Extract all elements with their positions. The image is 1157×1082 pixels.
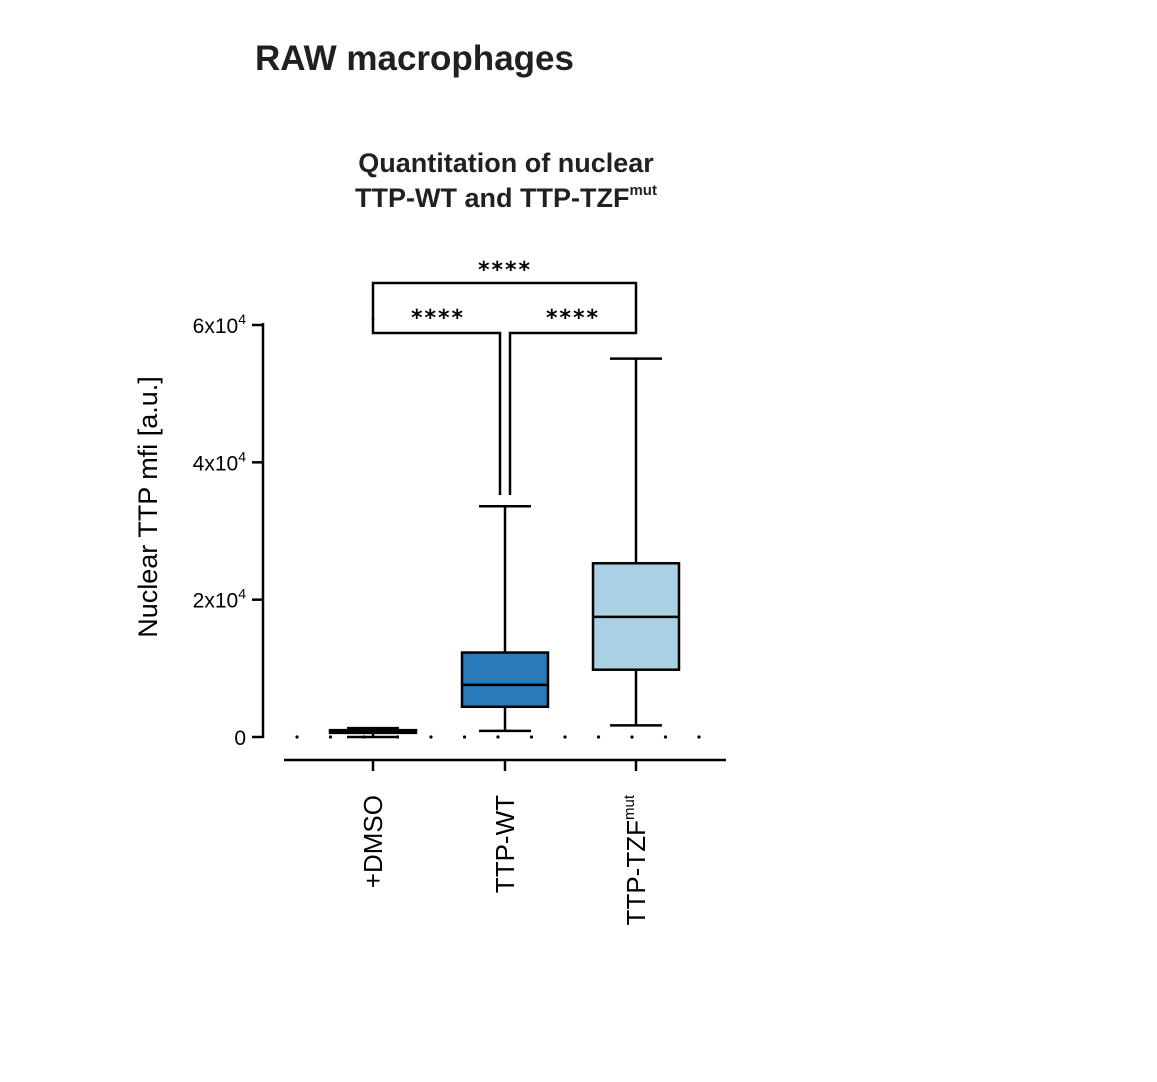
zero-dot bbox=[529, 735, 534, 739]
zero-dot bbox=[663, 735, 668, 739]
zero-dot bbox=[295, 735, 299, 739]
x-category-label: TTP-TZFmut bbox=[621, 794, 651, 925]
box-3 bbox=[591, 357, 681, 727]
zero-dot bbox=[429, 735, 433, 739]
significance-brackets: **** **** **** bbox=[371, 258, 638, 495]
significance-label: **** bbox=[546, 306, 600, 331]
y-axis-label: Nuclear TTP mfi [a.u.] bbox=[133, 376, 163, 638]
significance-label: **** bbox=[411, 306, 465, 331]
x-category-labels: +DMSO TTP-WT TTP-TZFmut bbox=[358, 760, 651, 925]
significance-bracket bbox=[371, 318, 502, 495]
chart-title-line2: TTP-WT and TTP-TZFmut bbox=[355, 182, 657, 213]
zero-dot bbox=[462, 735, 467, 739]
chart-title-line2-sup: mut bbox=[629, 182, 657, 199]
y-ticks: 0 2x104 4x104 6x104 bbox=[193, 311, 263, 750]
zero-dot bbox=[328, 735, 333, 739]
box-iqr bbox=[460, 651, 550, 709]
chart-title-line2-main: TTP-WT and TTP-TZF bbox=[355, 183, 629, 213]
box-2 bbox=[460, 505, 550, 733]
chart-title-line1: Quantitation of nuclear bbox=[358, 148, 654, 178]
zero-dot bbox=[596, 735, 601, 739]
zero-dot bbox=[630, 735, 634, 739]
box-plots bbox=[328, 357, 681, 739]
zero-dot bbox=[697, 735, 701, 739]
y-tick-label: 6x104 bbox=[193, 311, 247, 338]
y-tick-label: 0 bbox=[234, 727, 246, 750]
significance-label: **** bbox=[478, 258, 532, 283]
x-category-label: +DMSO bbox=[358, 795, 388, 888]
x-category-label: TTP-WT bbox=[490, 795, 520, 893]
y-tick-label: 4x104 bbox=[193, 448, 247, 475]
significance-bracket bbox=[371, 281, 638, 320]
y-tick-label: 2x104 bbox=[193, 586, 247, 613]
panel-title: RAW macrophages bbox=[255, 39, 574, 78]
zero-dot bbox=[496, 735, 500, 739]
box-1 bbox=[328, 726, 418, 739]
zero-dot bbox=[563, 735, 567, 739]
significance-bracket bbox=[508, 320, 638, 495]
